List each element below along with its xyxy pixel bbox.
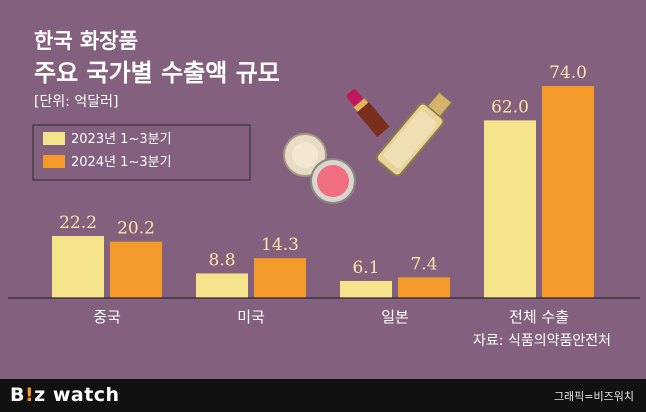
bar-2023-1 [196,273,248,298]
bar-2023-2 [340,280,392,298]
value-label-2024-0: 20.2 [117,219,155,239]
legend-label-2023: 2023년 1~3분기 [71,132,172,147]
category-label-2: 일본 [381,308,409,326]
bar-2024-3 [542,86,594,298]
bizwatch-logo: B!z watch [10,384,120,406]
value-labels-layer: 22.2 20.2 8.8 14.3 6.1 7.4 62.0 74.0 [59,63,587,278]
legend-swatch-2023 [43,132,65,145]
bar-2024-0 [110,241,162,298]
bar-2024-2 [398,277,450,298]
value-label-2023-2: 6.1 [352,258,379,278]
legend-swatch-2024 [43,155,65,168]
category-label-1: 미국 [237,308,265,326]
logo-part-1: B [10,384,25,406]
logo-part-2: z watch [34,384,120,406]
compact-powder-icon [283,133,356,204]
value-label-2024-2: 7.4 [410,254,437,274]
category-label-3: 전체 수출 [509,308,569,326]
category-labels-layer: 중국 미국 일본 전체 수출 [93,308,569,326]
chart-title: 한국 화장품 [34,29,138,53]
legend-frame [32,124,251,181]
footer-bar: B!z watch 그래픽=비즈워치 [0,379,646,412]
legend: 2023년 1~3분기 2024년 1~3분기 [32,124,251,181]
source-note: 자료: 식품의약품안전처 [473,333,611,349]
value-label-2023-1: 8.8 [208,250,235,270]
foundation-bottle-icon [375,91,453,177]
value-label-2023-3: 62.0 [491,97,529,117]
bar-2024-1 [254,258,306,298]
chart-subtitle: 주요 국가별 수출액 규모 [34,59,280,87]
lipstick-icon [346,89,390,137]
category-label-0: 중국 [93,308,121,326]
unit-label: [단위: 억달러] [34,94,119,110]
value-label-2023-0: 22.2 [59,213,97,233]
value-label-2024-3: 74.0 [549,63,587,83]
logo-accent: ! [24,384,35,406]
bar-2023-3 [484,120,536,298]
graphic-credit: 그래픽=비즈워치 [553,390,634,403]
bars-layer [52,86,594,298]
legend-label-2024: 2024년 1~3분기 [71,155,172,170]
bar-2023-0 [52,236,104,298]
value-label-2024-1: 14.3 [261,235,299,255]
